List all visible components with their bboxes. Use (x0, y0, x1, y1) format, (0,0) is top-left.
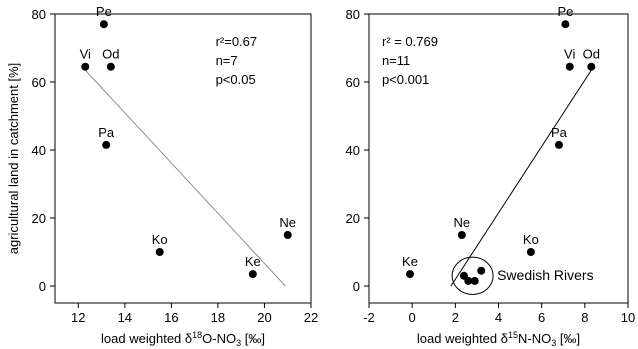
data-point (561, 20, 570, 29)
x-tick-label: 4 (495, 310, 502, 325)
point-label-ne: Ne (279, 215, 296, 230)
stats-text: r² = 0.769 (382, 34, 438, 49)
point-label-ko: Ko (152, 232, 168, 247)
x-tick-label: 16 (164, 310, 178, 325)
x-tick-label: 22 (304, 310, 318, 325)
data-point (554, 140, 563, 149)
x-tick-label: 0 (409, 310, 416, 325)
data-point (283, 231, 292, 239)
stats-text: r²=0.67 (216, 34, 258, 49)
x-tick-label: 6 (538, 310, 545, 325)
y-tick-label: 80 (346, 7, 360, 22)
y-tick-label: 0 (39, 279, 46, 294)
x-tick-label: 18 (211, 310, 225, 325)
point-label-pa: Pa (551, 125, 568, 140)
y-tick-label: 20 (346, 211, 360, 226)
swedish-rivers-ellipse (451, 256, 494, 295)
data-point (106, 62, 115, 71)
stats-text: p<0.05 (216, 72, 256, 87)
data-point (248, 270, 257, 279)
point-label-pa: Pa (98, 125, 115, 140)
x-tick-label: 10 (621, 310, 635, 325)
data-point (464, 276, 473, 285)
stats-text: p<0.001 (382, 72, 429, 87)
chart-panel-1: 12 14 16 18 20 22 0 20 40 60 80 load weighted δ18O-… (6, 4, 318, 348)
data-point (102, 140, 111, 149)
point-label-od: Od (583, 47, 600, 62)
data-point (457, 231, 466, 239)
x-axis-label: load weighted δ18O-NO3 [‰] (101, 330, 265, 348)
y-tick-label: 0 (353, 279, 360, 294)
data-point (81, 62, 90, 71)
x-tick-label: -2 (363, 310, 375, 325)
point-label-vi: Vi (80, 47, 91, 62)
plot-frame (54, 13, 312, 304)
data-point (406, 270, 415, 279)
y-axis-label: agricultural land in catchment [%] (6, 63, 21, 254)
y-tick-label: 40 (32, 143, 46, 158)
y-tick-label: 60 (32, 75, 46, 90)
point-label-ke: Ke (245, 254, 261, 269)
data-point (587, 62, 596, 71)
chart-panel-2: -2 0 2 4 6 8 10 0 20 40 60 80 load weighted δ15N-NO3… (346, 4, 636, 348)
x-tick-label: 8 (581, 310, 588, 325)
y-tick-label: 80 (32, 7, 46, 22)
x-axis-label: load weighted δ15N-NO3 [‰] (417, 330, 580, 348)
y-tick-label: 60 (346, 75, 360, 90)
stats-text: n=11 (382, 53, 410, 68)
x-tick-label: 14 (118, 310, 132, 325)
data-point (526, 248, 535, 256)
data-point (470, 276, 479, 285)
y-tick-label: 20 (32, 211, 46, 226)
x-tick-label: 20 (257, 310, 271, 325)
point-label-vi: Vi (564, 47, 575, 62)
swedish-rivers-label: Swedish Rivers (497, 267, 593, 283)
regression-line (450, 69, 592, 287)
y-tick-label: 40 (346, 143, 360, 158)
point-label-od: Od (102, 47, 119, 62)
regression-line (84, 69, 286, 287)
data-point (155, 248, 164, 256)
point-label-pe: Pe (557, 4, 573, 19)
point-label-ne: Ne (453, 215, 470, 230)
point-label-ko: Ko (523, 232, 539, 247)
data-point (477, 266, 486, 275)
x-tick-label: 2 (452, 310, 459, 325)
point-label-ke: Ke (402, 254, 418, 269)
point-label-pe: Pe (96, 4, 112, 19)
data-point (99, 20, 108, 29)
x-tick-label: 12 (71, 310, 85, 325)
data-point (565, 62, 574, 71)
stats-text: n=7 (216, 53, 238, 68)
